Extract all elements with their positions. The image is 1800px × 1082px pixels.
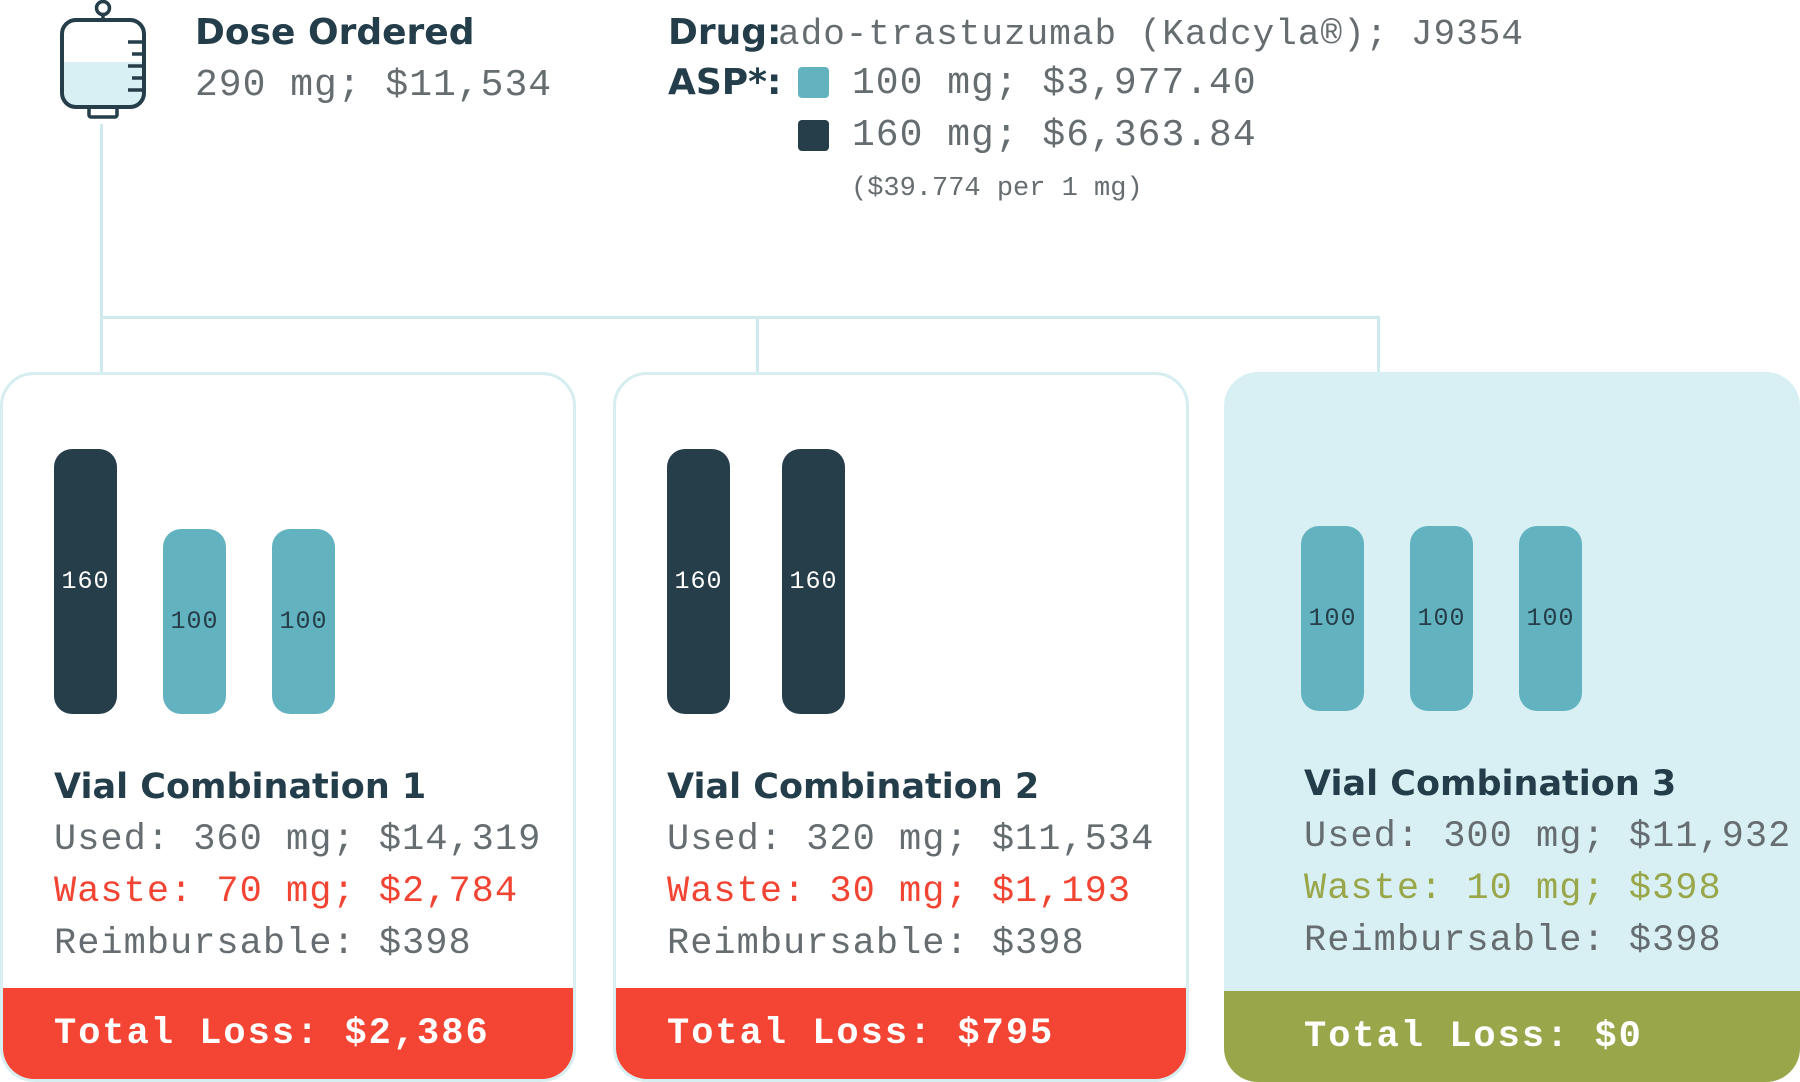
- per-mg-note: ($39.774 per 1 mg): [851, 174, 1143, 204]
- vial-100mg: 100: [163, 529, 226, 714]
- vial-160mg: 160: [54, 449, 117, 714]
- vial-160mg: 160: [782, 449, 845, 714]
- connector-line-vertical-2: [756, 316, 759, 372]
- used-line: Used: 320 mg; $11,534: [667, 819, 1155, 861]
- combo-title: Vial Combination 3: [1304, 764, 1677, 804]
- combo-title: Vial Combination 2: [667, 767, 1040, 807]
- dose-title: Dose Ordered: [195, 12, 475, 53]
- dose-value: 290 mg; $11,534: [195, 64, 553, 107]
- vial-160mg: 160: [667, 449, 730, 714]
- used-line: Used: 300 mg; $11,932: [1304, 816, 1792, 858]
- connector-line-horizontal: [100, 316, 1380, 319]
- legend-swatch-160mg: [798, 120, 829, 151]
- total-loss-bar: Total Loss: $0: [1224, 991, 1800, 1082]
- waste-line: Waste: 10 mg; $398: [1304, 868, 1722, 910]
- combo-title: Vial Combination 1: [54, 767, 427, 807]
- vial-100mg: 100: [272, 529, 335, 714]
- used-line: Used: 360 mg; $14,319: [54, 819, 542, 861]
- reimbursable-line: Reimbursable: $398: [54, 923, 472, 965]
- vial-100mg: 100: [1301, 526, 1364, 711]
- total-loss-bar: Total Loss: $2,386: [3, 988, 573, 1079]
- drug-value: ado-trastuzumab (Kadcyla®); J9354: [778, 14, 1524, 55]
- iv-bag-icon: [60, 0, 146, 119]
- legend-text-160mg: 160 mg; $6,363.84: [852, 114, 1257, 157]
- vial-combination-card-3: 100 100 100 Vial Combination 3 Used: 300…: [1224, 372, 1800, 1082]
- legend-text-100mg: 100 mg; $3,977.40: [852, 62, 1257, 105]
- connector-line-vertical-3: [1377, 316, 1380, 372]
- reimbursable-line: Reimbursable: $398: [1304, 920, 1722, 962]
- vial-combination-card-2: 160 160 Vial Combination 2 Used: 320 mg;…: [613, 372, 1189, 1082]
- vial-100mg: 100: [1410, 526, 1473, 711]
- connector-line-vertical-main: [100, 124, 103, 372]
- drug-label: Drug:: [668, 12, 782, 53]
- asp-label: ASP*:: [668, 62, 782, 103]
- waste-line: Waste: 70 mg; $2,784: [54, 871, 519, 913]
- legend-swatch-100mg: [798, 67, 829, 98]
- reimbursable-line: Reimbursable: $398: [667, 923, 1085, 965]
- total-loss-bar: Total Loss: $795: [616, 988, 1186, 1079]
- waste-line: Waste: 30 mg; $1,193: [667, 871, 1132, 913]
- vial-100mg: 100: [1519, 526, 1582, 711]
- vial-combination-card-1: 160 100 100 Vial Combination 1 Used: 360…: [0, 372, 576, 1082]
